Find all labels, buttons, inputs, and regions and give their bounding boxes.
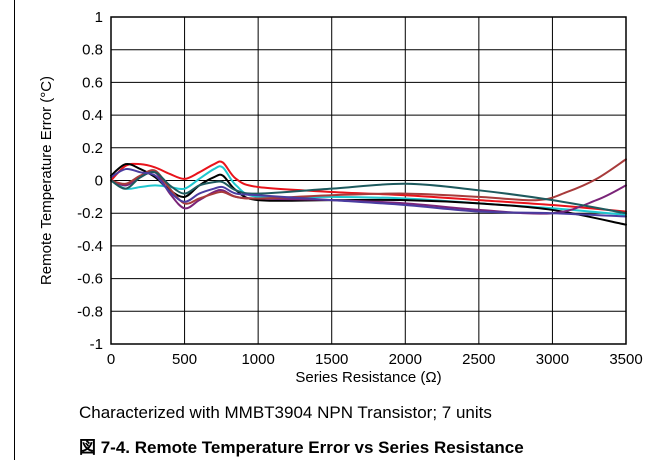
y-tick-label: -0.2 <box>77 205 103 222</box>
figure-frame: 0 500 1000 1500 2000 2500 3000 3500 1 0.8 0.6 0.4 0.… <box>14 0 667 460</box>
x-tick-label: 3500 <box>609 351 642 368</box>
y-tick-label: -0.8 <box>77 303 103 320</box>
chart-caption: Characterized with MMBT3904 NPN Transist… <box>79 403 492 422</box>
tick-labels: 0 500 1000 1500 2000 2500 3000 3500 1 0.8 0.6 0.4 0.… <box>77 9 643 368</box>
x-tick-label: 2000 <box>389 351 422 368</box>
y-tick-label: -0.6 <box>77 271 103 288</box>
x-tick-label: 1500 <box>315 351 348 368</box>
y-tick-label: 0.2 <box>82 140 103 157</box>
y-tick-label: 0.6 <box>82 74 103 91</box>
x-tick-label: 0 <box>107 351 115 368</box>
x-axis-title: Series Resistance (Ω) <box>295 369 441 386</box>
series-line-5 <box>110 158 627 205</box>
y-tick-label: 0 <box>95 173 103 190</box>
plot-area-border <box>110 16 627 345</box>
x-tick-label: 3000 <box>536 351 569 368</box>
x-tick-label: 2500 <box>462 351 495 368</box>
figure-title: 図 7-4. Remote Temperature Error vs Serie… <box>79 438 524 457</box>
x-tick-label: 500 <box>172 351 197 368</box>
y-tick-label: 1 <box>95 9 103 26</box>
y-tick-label: 0.4 <box>82 107 103 124</box>
series-line-1 <box>110 160 627 213</box>
series-line-7 <box>110 167 627 218</box>
y-axis-title: Remote Temperature Error (°C) <box>38 76 55 285</box>
chart: 0 500 1000 1500 2000 2500 3000 3500 1 0.8 0.6 0.4 0.… <box>38 9 643 386</box>
y-tick-label: 0.8 <box>82 42 103 59</box>
x-tick-label: 1000 <box>241 351 274 368</box>
grid <box>110 16 627 345</box>
series-lines <box>110 158 627 226</box>
y-tick-label: -1 <box>90 336 103 353</box>
y-tick-label: -0.4 <box>77 238 103 255</box>
